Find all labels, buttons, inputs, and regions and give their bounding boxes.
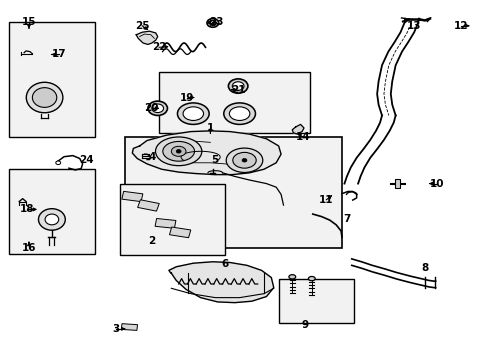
Ellipse shape <box>226 148 262 172</box>
Text: 4: 4 <box>148 152 155 162</box>
Text: 11: 11 <box>319 195 333 205</box>
Ellipse shape <box>32 87 57 107</box>
Text: 5: 5 <box>211 155 219 165</box>
Bar <box>155 219 176 228</box>
Text: 6: 6 <box>221 259 228 269</box>
Ellipse shape <box>171 146 185 156</box>
Text: 19: 19 <box>180 93 194 103</box>
Ellipse shape <box>232 82 244 90</box>
Bar <box>122 192 142 202</box>
Text: 2: 2 <box>148 236 155 246</box>
Polygon shape <box>292 125 304 134</box>
Bar <box>137 200 159 211</box>
Text: 24: 24 <box>79 155 93 165</box>
Bar <box>169 227 190 238</box>
Bar <box>9 169 95 253</box>
Text: 9: 9 <box>301 320 308 330</box>
Ellipse shape <box>308 276 315 281</box>
Ellipse shape <box>26 82 63 113</box>
Bar <box>125 137 341 248</box>
Ellipse shape <box>163 141 194 161</box>
Text: 12: 12 <box>453 21 468 31</box>
Bar <box>120 184 224 255</box>
Text: 22: 22 <box>152 42 166 52</box>
Text: 21: 21 <box>230 85 245 95</box>
Text: 10: 10 <box>429 179 444 189</box>
Ellipse shape <box>176 149 181 153</box>
Bar <box>159 72 310 134</box>
Text: 16: 16 <box>21 243 36 253</box>
Polygon shape <box>136 31 158 44</box>
Ellipse shape <box>183 107 203 121</box>
Ellipse shape <box>56 161 61 165</box>
Ellipse shape <box>39 209 65 230</box>
Polygon shape <box>168 262 273 303</box>
Ellipse shape <box>177 103 209 125</box>
Text: 13: 13 <box>406 21 421 31</box>
Text: 17: 17 <box>52 49 66 59</box>
Ellipse shape <box>232 152 256 168</box>
Text: 15: 15 <box>21 17 36 27</box>
Ellipse shape <box>206 19 218 27</box>
Ellipse shape <box>209 21 216 26</box>
Text: 23: 23 <box>208 17 223 27</box>
Ellipse shape <box>228 79 247 93</box>
Text: 18: 18 <box>20 204 35 215</box>
Ellipse shape <box>242 158 246 162</box>
Ellipse shape <box>148 101 167 116</box>
Ellipse shape <box>155 137 202 166</box>
Bar <box>121 324 137 330</box>
Bar <box>9 22 95 137</box>
Ellipse shape <box>152 104 163 113</box>
Text: 8: 8 <box>421 263 427 273</box>
Text: 7: 7 <box>343 215 350 224</box>
Ellipse shape <box>45 214 59 225</box>
Text: 3: 3 <box>112 324 120 334</box>
Ellipse shape <box>288 275 295 279</box>
Bar <box>278 279 353 323</box>
Polygon shape <box>132 131 281 175</box>
Text: 14: 14 <box>295 132 310 142</box>
Text: 1: 1 <box>206 123 214 133</box>
Bar <box>394 179 399 188</box>
Text: 20: 20 <box>144 103 159 113</box>
Ellipse shape <box>229 107 249 121</box>
Ellipse shape <box>224 103 255 125</box>
Text: 25: 25 <box>135 21 149 31</box>
